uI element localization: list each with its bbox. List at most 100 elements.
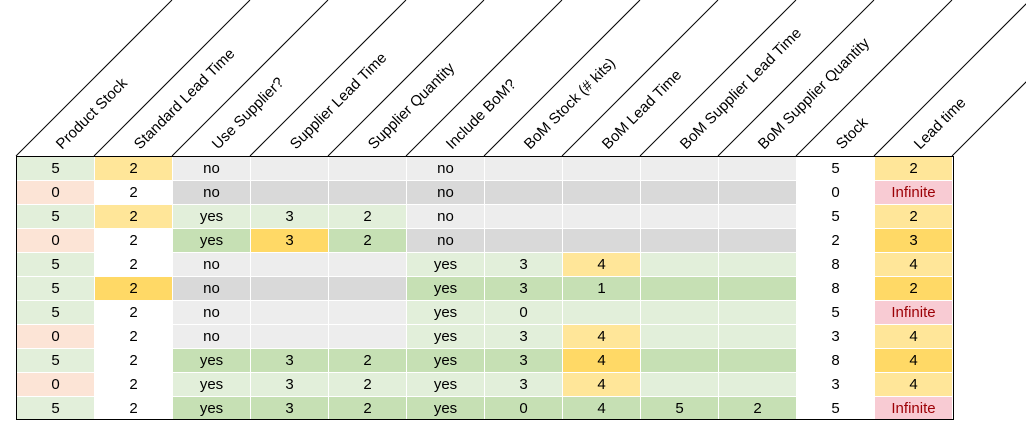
table-cell[interactable]: 3: [484, 276, 563, 301]
table-cell[interactable]: yes: [406, 324, 485, 349]
table-cell[interactable]: [250, 324, 329, 349]
table-cell[interactable]: [718, 252, 797, 277]
table-cell[interactable]: [718, 324, 797, 349]
table-cell[interactable]: 2: [874, 204, 953, 229]
table-cell[interactable]: 5: [16, 252, 95, 277]
table-cell[interactable]: 2: [328, 228, 407, 253]
table-cell[interactable]: no: [406, 228, 485, 253]
table-cell[interactable]: [640, 300, 719, 325]
table-cell[interactable]: 2: [874, 156, 953, 181]
table-cell[interactable]: [328, 300, 407, 325]
table-cell[interactable]: 5: [16, 396, 95, 421]
table-cell[interactable]: [250, 156, 329, 181]
table-cell[interactable]: 5: [16, 276, 95, 301]
table-cell[interactable]: 5: [16, 204, 95, 229]
table-cell[interactable]: 1: [562, 276, 641, 301]
table-cell[interactable]: 2: [718, 396, 797, 421]
table-cell[interactable]: Infinite: [874, 396, 953, 421]
table-cell[interactable]: 5: [796, 204, 875, 229]
table-cell[interactable]: 8: [796, 348, 875, 373]
table-cell[interactable]: yes: [172, 204, 251, 229]
table-cell[interactable]: 4: [562, 372, 641, 397]
table-cell[interactable]: 2: [94, 204, 173, 229]
table-cell[interactable]: 3: [796, 324, 875, 349]
table-cell[interactable]: 0: [16, 324, 95, 349]
table-cell[interactable]: [718, 156, 797, 181]
table-cell[interactable]: [718, 300, 797, 325]
table-cell[interactable]: [718, 204, 797, 229]
table-cell[interactable]: 2: [94, 228, 173, 253]
table-cell[interactable]: 4: [874, 324, 953, 349]
table-cell[interactable]: 4: [562, 348, 641, 373]
table-cell[interactable]: 4: [562, 252, 641, 277]
table-cell[interactable]: yes: [406, 300, 485, 325]
table-cell[interactable]: [250, 300, 329, 325]
table-cell[interactable]: [718, 180, 797, 205]
table-cell[interactable]: 3: [250, 348, 329, 373]
table-cell[interactable]: 5: [796, 300, 875, 325]
table-cell[interactable]: [718, 228, 797, 253]
table-cell[interactable]: [718, 348, 797, 373]
table-cell[interactable]: [718, 372, 797, 397]
table-cell[interactable]: [640, 180, 719, 205]
table-cell[interactable]: [718, 276, 797, 301]
table-cell[interactable]: [640, 372, 719, 397]
table-cell[interactable]: 2: [328, 204, 407, 229]
table-cell[interactable]: 5: [796, 156, 875, 181]
table-cell[interactable]: 5: [16, 300, 95, 325]
table-cell[interactable]: yes: [406, 276, 485, 301]
table-cell[interactable]: [250, 252, 329, 277]
table-cell[interactable]: 0: [484, 396, 563, 421]
table-cell[interactable]: 3: [250, 228, 329, 253]
table-cell[interactable]: [250, 180, 329, 205]
table-cell[interactable]: [640, 324, 719, 349]
table-cell[interactable]: [328, 324, 407, 349]
table-cell[interactable]: no: [172, 180, 251, 205]
table-cell[interactable]: 5: [16, 348, 95, 373]
table-cell[interactable]: [640, 228, 719, 253]
table-cell[interactable]: 3: [484, 324, 563, 349]
table-cell[interactable]: yes: [172, 228, 251, 253]
table-cell[interactable]: 2: [94, 156, 173, 181]
table-cell[interactable]: 2: [94, 180, 173, 205]
table-cell[interactable]: [328, 180, 407, 205]
table-cell[interactable]: 3: [484, 252, 563, 277]
table-cell[interactable]: [640, 156, 719, 181]
table-cell[interactable]: 8: [796, 276, 875, 301]
table-cell[interactable]: [484, 180, 563, 205]
table-cell[interactable]: 2: [796, 228, 875, 253]
table-cell[interactable]: [640, 348, 719, 373]
table-cell[interactable]: [562, 228, 641, 253]
table-cell[interactable]: 5: [16, 156, 95, 181]
table-cell[interactable]: 0: [796, 180, 875, 205]
table-cell[interactable]: 0: [16, 180, 95, 205]
table-cell[interactable]: 3: [484, 348, 563, 373]
table-cell[interactable]: [640, 204, 719, 229]
table-cell[interactable]: [640, 276, 719, 301]
table-cell[interactable]: 2: [94, 396, 173, 421]
table-cell[interactable]: no: [172, 276, 251, 301]
table-cell[interactable]: Infinite: [874, 180, 953, 205]
table-cell[interactable]: 2: [328, 348, 407, 373]
table-cell[interactable]: no: [406, 156, 485, 181]
table-cell[interactable]: 3: [250, 372, 329, 397]
table-cell[interactable]: 0: [16, 372, 95, 397]
table-cell[interactable]: 5: [640, 396, 719, 421]
table-cell[interactable]: [562, 204, 641, 229]
table-cell[interactable]: 2: [94, 324, 173, 349]
table-cell[interactable]: [484, 156, 563, 181]
table-cell[interactable]: [328, 276, 407, 301]
table-cell[interactable]: 3: [484, 372, 563, 397]
table-cell[interactable]: 4: [874, 348, 953, 373]
table-cell[interactable]: [640, 252, 719, 277]
table-cell[interactable]: 3: [250, 396, 329, 421]
table-cell[interactable]: [484, 204, 563, 229]
table-cell[interactable]: [250, 276, 329, 301]
table-cell[interactable]: 0: [484, 300, 563, 325]
table-cell[interactable]: 0: [16, 228, 95, 253]
table-cell[interactable]: 2: [94, 348, 173, 373]
table-cell[interactable]: no: [172, 300, 251, 325]
table-cell[interactable]: 8: [796, 252, 875, 277]
table-cell[interactable]: Infinite: [874, 300, 953, 325]
table-cell[interactable]: [562, 180, 641, 205]
